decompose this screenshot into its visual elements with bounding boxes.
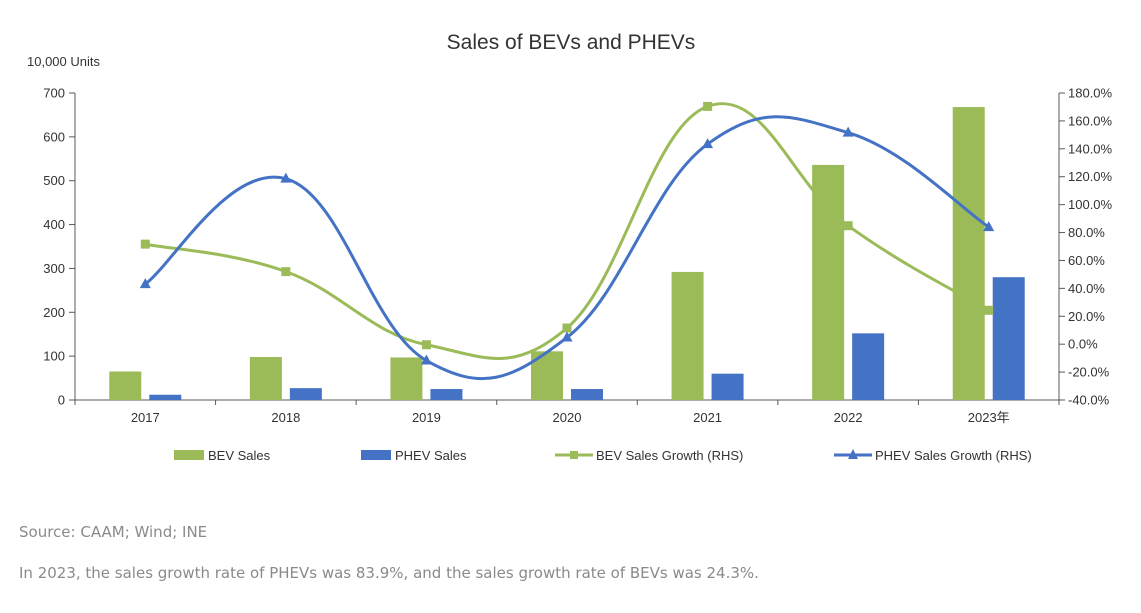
phev-growth-marker (842, 126, 854, 137)
bev-growth-marker (421, 340, 431, 350)
chart-legend: BEV Sales PHEV Sales BEV Sales Growth (RHS… (174, 448, 1032, 463)
phev-sales-bar (430, 389, 463, 400)
bev-growth-marker (281, 267, 291, 277)
chart-axes: 0 100 200 300 400 500 600 700 -40.0% -20.0% 0.0% 20… (43, 86, 1112, 426)
right-axis-tick-label: 60.0% (1068, 253, 1105, 268)
chart-title: Sales of BEVs and PHEVs (447, 31, 696, 54)
bar-series-group (109, 107, 1025, 400)
legend-bev-growth-label: BEV Sales Growth (RHS) (596, 448, 743, 463)
legend-phev-growth: PHEV Sales Growth (RHS) (834, 448, 1032, 463)
right-axis-tick-label: 180.0% (1068, 86, 1113, 101)
right-axis-tick-label: -20.0% (1068, 365, 1110, 380)
bev-growth-marker (562, 323, 572, 333)
bev-sales-bar (390, 357, 423, 400)
phev-sales-bar (149, 394, 182, 400)
phev-growth-marker (561, 331, 573, 342)
bev-growth-marker (140, 239, 150, 249)
x-axis-tick-label: 2017 (131, 410, 160, 425)
right-axis-tick-label: 100.0% (1068, 197, 1113, 212)
legend-bev-growth: BEV Sales Growth (RHS) (555, 448, 743, 463)
left-axis-tick-label: 500 (43, 173, 65, 188)
phev-sales-bar (571, 389, 603, 400)
phev-growth-marker (702, 138, 714, 149)
legend-phev-sales: PHEV Sales (361, 448, 467, 463)
right-axis-tick-label: 120.0% (1068, 169, 1113, 184)
bev-growth-marker (984, 305, 994, 315)
x-axis-tick-label: 2022 (834, 410, 863, 425)
line-series-group (139, 101, 995, 381)
bev-growth-marker (843, 221, 853, 231)
left-axis-tick-label: 300 (43, 261, 65, 276)
bev-sales-bar (812, 164, 845, 400)
phev-growth-marker (139, 278, 151, 289)
legend-phev-growth-marker (848, 449, 858, 459)
phev-sales-bar (289, 388, 322, 400)
left-axis-tick-label: 200 (43, 305, 65, 320)
left-axis-unit-label: 10,000 Units (27, 54, 100, 69)
right-axis-tick-label: 140.0% (1068, 141, 1113, 156)
legend-bev-sales-swatch (174, 450, 204, 460)
legend-phev-sales-label: PHEV Sales (395, 448, 467, 463)
legend-bev-sales-label: BEV Sales (208, 448, 271, 463)
x-axis-tick-label: 2018 (271, 410, 300, 425)
phev-sales-bar (852, 333, 885, 400)
chart-caption: In 2023, the sales growth rate of PHEVs … (19, 564, 759, 582)
bev-growth-marker (703, 101, 713, 111)
x-axis-tick-label: 2019 (412, 410, 441, 425)
left-axis-tick-label: 700 (43, 86, 65, 101)
left-axis-tick-label: 400 (43, 217, 65, 232)
left-axis-tick-label: 0 (58, 393, 65, 408)
bev-sales-bar (109, 371, 142, 400)
phev-growth-marker (983, 221, 995, 232)
bev-growth-line (144, 102, 990, 360)
right-axis-tick-label: -40.0% (1068, 393, 1110, 408)
left-axis-tick-label: 100 (43, 349, 65, 364)
right-axis-tick-label: 80.0% (1068, 225, 1105, 240)
source-note: Source: CAAM; Wind; INE (19, 523, 208, 541)
x-axis-tick-label: 2023年 (968, 410, 1010, 425)
legend-bev-sales: BEV Sales (174, 448, 271, 463)
chart-canvas: Sales of BEVs and PHEVs 10,000 Units 0 10… (27, 31, 1113, 463)
right-axis-tick-label: 40.0% (1068, 281, 1105, 296)
legend-bev-growth-marker (570, 451, 578, 459)
right-axis-tick-label: 0.0% (1068, 337, 1098, 352)
right-axis-tick-label: 20.0% (1068, 309, 1105, 324)
phev-sales-bar (992, 277, 1025, 400)
bev-sales-bar (249, 357, 282, 400)
phev-growth-marker (420, 354, 432, 365)
x-axis-tick-label: 2020 (553, 410, 582, 425)
left-axis-tick-label: 600 (43, 129, 65, 144)
phev-growth-marker (280, 172, 292, 183)
bev-sales-bar (952, 107, 985, 400)
legend-phev-growth-label: PHEV Sales Growth (RHS) (875, 448, 1032, 463)
x-axis-tick-label: 2021 (693, 410, 722, 425)
phev-sales-bar (711, 373, 744, 400)
bev-sales-bar (671, 271, 704, 400)
right-axis-tick-label: 160.0% (1068, 113, 1113, 128)
legend-phev-sales-swatch (361, 450, 391, 460)
